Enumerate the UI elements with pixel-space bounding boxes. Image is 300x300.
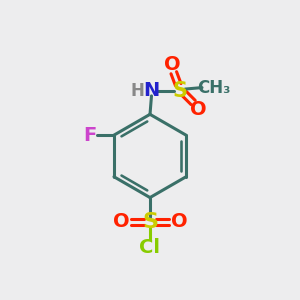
Text: F: F xyxy=(84,126,97,145)
Text: N: N xyxy=(143,81,160,100)
Text: CH₃: CH₃ xyxy=(197,79,231,97)
Text: S: S xyxy=(142,212,158,232)
Text: H: H xyxy=(130,82,144,100)
Text: O: O xyxy=(190,100,207,119)
Text: Cl: Cl xyxy=(140,238,160,257)
Text: S: S xyxy=(172,81,187,100)
Text: O: O xyxy=(164,55,181,74)
Text: O: O xyxy=(170,212,187,231)
Text: O: O xyxy=(113,212,130,231)
